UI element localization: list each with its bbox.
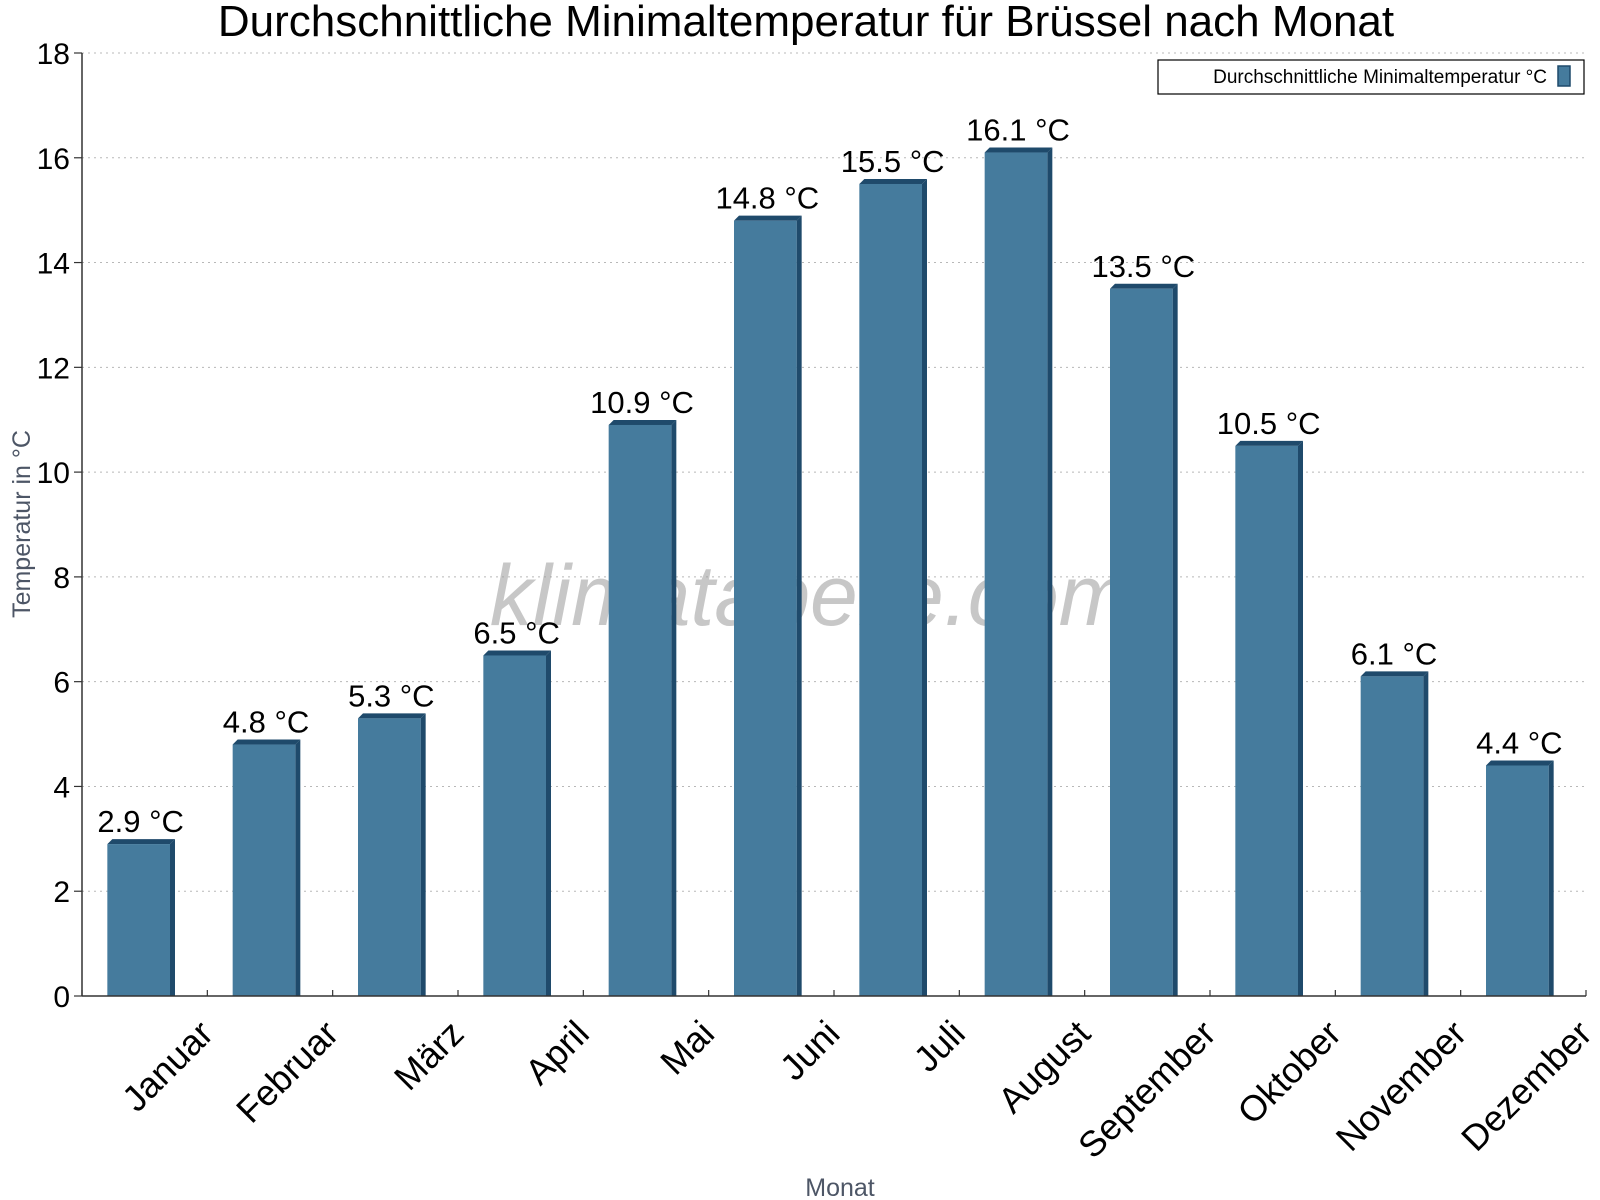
bar-top	[1360, 671, 1429, 677]
data-label: 10.5 °C	[1217, 406, 1321, 441]
data-label: 6.1 °C	[1351, 636, 1438, 671]
bar-side	[170, 839, 175, 996]
x-tick-label: Januar	[114, 1012, 221, 1119]
bar-top	[859, 178, 927, 184]
y-tick-label: 2	[53, 876, 70, 909]
bar-september	[1110, 283, 1178, 996]
bar-dezember	[1486, 760, 1554, 996]
legend-swatch	[1557, 65, 1571, 87]
bar-juni	[734, 215, 802, 997]
y-tick-label: 18	[37, 38, 70, 71]
bar-top	[1486, 760, 1554, 766]
chart-title: Durchschnittliche Minimaltemperatur für …	[218, 0, 1394, 46]
bar-side	[1298, 440, 1303, 997]
bar-side	[796, 215, 802, 997]
bar-märz	[358, 713, 426, 996]
y-tick-label: 8	[53, 562, 70, 595]
bar-side	[1548, 760, 1554, 996]
bar-top	[483, 650, 551, 656]
x-tick-label: Juli	[906, 1012, 973, 1079]
y-tick-label: 6	[53, 667, 70, 700]
bar-face	[483, 655, 546, 996]
y-axis-ticks: 0 2 4 6 8 10 12 14 16 18	[37, 38, 82, 1014]
y-tick-label: 10	[37, 457, 70, 490]
bar-november	[1360, 671, 1429, 996]
x-axis-label: Monat	[805, 1174, 875, 1200]
bar-mai	[608, 419, 677, 996]
bar-face	[1486, 765, 1549, 996]
bar-januar	[107, 839, 175, 996]
data-label: 14.8 °C	[715, 181, 819, 216]
x-tick-label: August	[990, 1012, 1098, 1120]
data-label: 10.9 °C	[590, 385, 694, 420]
bar-top	[984, 147, 1053, 153]
bar-oktober	[1235, 440, 1303, 997]
bar-face	[859, 183, 922, 996]
x-tick-label: November	[1328, 1012, 1474, 1158]
bar-side	[420, 713, 426, 996]
bar-top	[608, 419, 677, 425]
bar-face	[984, 152, 1048, 997]
legend: Durchschnittliche Minimaltemperatur °C	[1157, 59, 1585, 95]
x-tick-label: April	[517, 1012, 597, 1092]
x-axis-ticks: Januar Februar März April Mai Juni Juli AugustS…	[81, 990, 1599, 1166]
bar-face	[608, 424, 672, 996]
x-tick-label: September	[1070, 1012, 1224, 1166]
bar-face	[1235, 445, 1298, 997]
bar-side	[546, 650, 551, 996]
bar-top	[358, 713, 426, 719]
data-label: 5.3 °C	[348, 678, 435, 713]
bar-side	[1047, 147, 1053, 997]
data-label: 13.5 °C	[1091, 249, 1195, 284]
y-tick-label: 14	[37, 248, 70, 281]
x-tick-label: Mai	[652, 1012, 722, 1082]
bar-februar	[232, 739, 301, 996]
bar-face	[107, 844, 170, 996]
x-tick-label: Dezember	[1453, 1012, 1599, 1158]
data-label: 16.1 °C	[966, 113, 1070, 148]
x-tick-label: März	[386, 1012, 472, 1098]
bar-side	[1423, 671, 1429, 996]
axes	[81, 53, 1586, 997]
bar-top	[1235, 440, 1303, 446]
y-axis-label: Temperatur in °C	[8, 430, 36, 618]
y-tick-label: 16	[37, 143, 70, 176]
bar-face	[1110, 288, 1173, 996]
data-labels: 2.9 °C 4.8 °C 5.3 °C 6.5 °C 10.9 °C 14.8 °C 15…	[97, 113, 1562, 840]
gridlines	[82, 52, 1586, 892]
x-tick-label: Juni	[772, 1012, 848, 1088]
data-label: 6.5 °C	[473, 615, 560, 650]
bar-side	[295, 739, 301, 996]
bar-face	[1360, 676, 1424, 996]
y-tick-label: 12	[37, 352, 70, 385]
bar-august	[984, 147, 1053, 997]
bar-face	[358, 718, 421, 996]
bars	[107, 147, 1554, 997]
data-label: 2.9 °C	[97, 804, 184, 839]
y-tick-label: 0	[53, 981, 70, 1014]
bar-april	[483, 650, 551, 996]
legend-box	[1157, 59, 1585, 95]
bar-top	[232, 739, 301, 745]
bar-side	[671, 419, 677, 996]
x-tick-label: Oktober	[1229, 1012, 1349, 1132]
bar-side	[1172, 283, 1178, 996]
bar-top	[734, 215, 802, 221]
x-tick-label: Februar	[228, 1012, 346, 1130]
bar-face	[232, 744, 296, 996]
data-label: 4.4 °C	[1476, 725, 1563, 760]
data-label: 4.8 °C	[223, 705, 310, 740]
bar-top	[1110, 283, 1178, 289]
bar-top	[107, 839, 175, 845]
legend-entry-label: Durchschnittliche Minimaltemperatur °C	[1213, 67, 1547, 88]
bar-face	[734, 220, 797, 997]
bar-juli	[859, 178, 927, 996]
data-label: 15.5 °C	[841, 144, 945, 179]
bar-side	[922, 178, 927, 996]
y-tick-label: 4	[53, 771, 70, 804]
